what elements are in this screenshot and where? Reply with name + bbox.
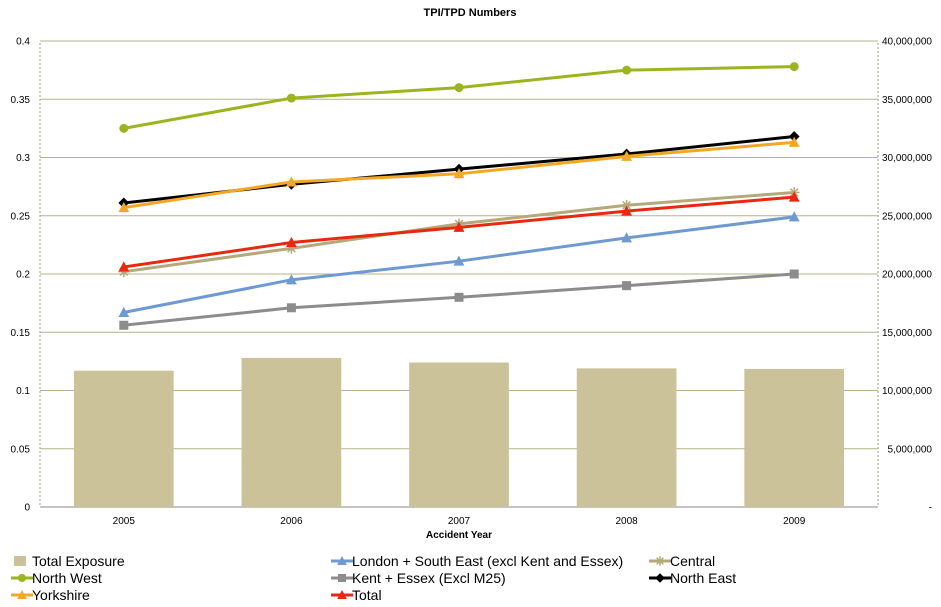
chart-title: TPI/TPD Numbers: [424, 7, 517, 19]
x-tick-label: 2005: [113, 516, 136, 527]
point-total: [286, 236, 297, 248]
line-series-group: [118, 62, 800, 330]
legend-label: Central: [670, 553, 715, 569]
legend-item-london-south-east-excl-kent-and-essex: London + South East (excl Kent and Essex…: [331, 553, 623, 569]
y-tick-label: 0: [24, 503, 30, 514]
y2-tick-label: 25,000,000: [882, 211, 932, 222]
point-yorkshire: [118, 201, 130, 213]
legend-marker: [337, 556, 347, 565]
legend-marker: [337, 590, 347, 599]
legend-label: London + South East (excl Kent and Essex…: [352, 553, 623, 569]
point-north-west: [789, 62, 799, 72]
point-london-south-east-excl-kent-and-essex: [621, 232, 632, 243]
bar-total-exposure: [73, 370, 174, 507]
legend-marker: [17, 590, 27, 599]
point-london-south-east-excl-kent-and-essex: [453, 255, 465, 266]
y-tick-label: 0.25: [11, 211, 31, 222]
point-yorkshire: [788, 136, 800, 147]
bar-total-exposure: [576, 368, 677, 507]
point-total: [621, 205, 632, 216]
series-north-west: [119, 62, 799, 133]
y-tick-label: 0.4: [16, 37, 30, 48]
y-tick-label: 0.05: [11, 444, 31, 455]
x-axis-title: Accident Year: [426, 530, 492, 541]
legend-item-total: Total: [331, 587, 382, 603]
legend: Total Exposure London + South East (excl …: [11, 553, 736, 603]
bar-total-exposure: [241, 357, 342, 507]
point-north-west: [454, 83, 464, 93]
y-axis-right: - 5,000,000 10,000,000 15,000,000 20,000,000…: [882, 37, 932, 514]
point-london-south-east-excl-kent-and-essex: [118, 306, 130, 317]
x-tick-label: 2009: [783, 516, 806, 527]
legend-marker: [655, 573, 665, 583]
legend-item-north-west: North West: [11, 570, 102, 586]
series-london-south-east-excl-kent-and-essex: [118, 211, 800, 317]
point-north-west: [119, 123, 129, 133]
y-tick-label: 0.35: [11, 95, 31, 106]
legend-label: North West: [32, 570, 102, 586]
y-tick-label: 0.1: [16, 386, 30, 397]
legend-item-central: Central: [649, 553, 715, 569]
y2-tick-label: 20,000,000: [882, 270, 932, 281]
point-yorkshire: [453, 168, 465, 179]
point-yorkshire: [286, 176, 297, 187]
y-tick-label: 0.3: [16, 153, 30, 164]
x-tick-label: 2007: [448, 516, 471, 527]
bar-total-exposure: [409, 362, 509, 507]
y-axis-left: 0 0.05 0.1 0.15 0.2 0.25 0.3 0.35 0.4: [11, 37, 31, 514]
legend-marker: [338, 574, 346, 582]
y2-tick-label: 35,000,000: [882, 95, 932, 106]
point-kent-essex-excl-m25: [454, 292, 464, 302]
legend-label: North East: [670, 570, 736, 586]
point-total: [118, 261, 130, 272]
legend-item-total-exposure: Total Exposure: [14, 553, 125, 569]
y2-tick-label: 30,000,000: [882, 153, 932, 164]
legend-label: Yorkshire: [32, 587, 90, 603]
y2-tick-label: 15,000,000: [882, 328, 932, 339]
point-north-west: [286, 93, 296, 103]
point-kent-essex-excl-m25: [286, 303, 296, 313]
point-london-south-east-excl-kent-and-essex: [788, 211, 800, 222]
point-total: [788, 191, 800, 202]
y-tick-label: 0.2: [16, 270, 30, 281]
point-kent-essex-excl-m25: [789, 269, 799, 279]
y2-tick-label: 10,000,000: [882, 386, 932, 397]
legend-item-north-east: North East: [649, 570, 736, 586]
legend-marker: [18, 574, 26, 582]
point-london-south-east-excl-kent-and-essex: [286, 274, 297, 285]
legend-label: Total Exposure: [32, 553, 125, 569]
y2-tick-label: 40,000,000: [882, 37, 932, 48]
y2-tick-label: -: [929, 503, 932, 514]
legend-item-yorkshire: Yorkshire: [11, 587, 90, 603]
legend-label: Kent + Essex (Excl M25): [352, 570, 506, 586]
legend-label: Total: [352, 587, 382, 603]
point-north-west: [622, 65, 632, 75]
legend-item-kent-essex-excl-m25: Kent + Essex (Excl M25): [331, 570, 506, 586]
series-yorkshire: [118, 136, 800, 213]
series-total: [118, 191, 800, 272]
legend-swatch: [14, 556, 26, 566]
bar-series-total-exposure: [73, 357, 845, 507]
y-tick-label: 0.15: [11, 328, 31, 339]
bar-total-exposure: [744, 368, 845, 507]
x-tick-label: 2006: [280, 516, 303, 527]
point-kent-essex-excl-m25: [119, 320, 129, 330]
legend-marker: [655, 556, 665, 566]
point-kent-essex-excl-m25: [622, 281, 632, 291]
point-total: [453, 221, 465, 232]
point-yorkshire: [621, 150, 632, 161]
series-kent-essex-excl-m25: [119, 269, 799, 330]
x-axis: 2005 2006 2007 2008 2009: [113, 516, 806, 527]
y2-tick-label: 5,000,000: [888, 444, 933, 455]
x-tick-label: 2008: [615, 516, 638, 527]
point-north-east: [788, 131, 800, 142]
